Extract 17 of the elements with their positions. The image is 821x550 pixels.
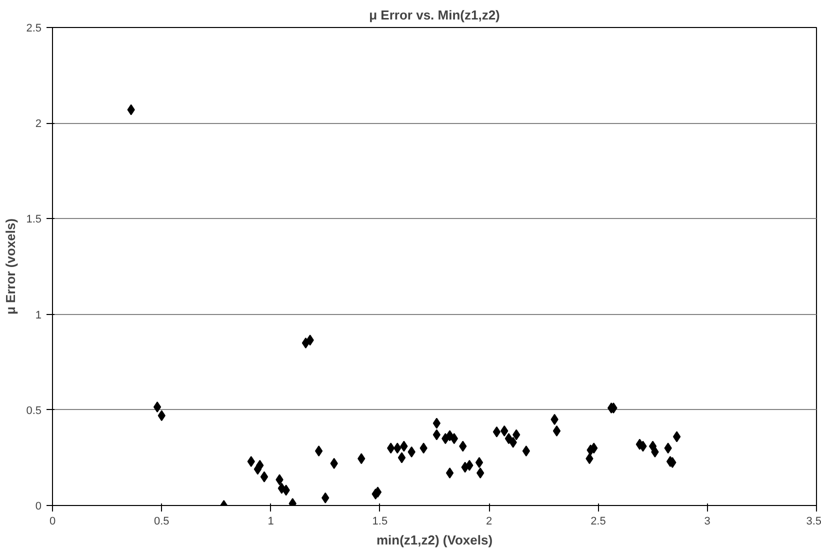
chart-title: μ Error vs. Min(z1,z2) [369,8,500,22]
x-tick-label: 2.5 [590,516,606,528]
y-axis-title: μ Error (voxels) [3,218,18,315]
y-tick-label: 1 [35,309,42,322]
y-tick-label: 2 [35,118,42,130]
y-tick-label: 1.5 [26,214,42,226]
y-tick-label: 0 [35,500,42,512]
x-tick-label: 0 [49,516,56,528]
x-tick-label: 1 [268,516,274,528]
y-tick-label: 0.5 [26,404,42,417]
x-tick-label: 1.5 [372,516,388,528]
x-tick-label: 0.5 [154,516,170,528]
x-axis-title: min(z1,z2) (Voxels) [376,532,493,548]
x-tick-label: 3 [704,516,710,528]
x-tick-label: 3.5 [806,516,821,528]
y-tick-label: 2.5 [26,22,42,34]
x-tick-label: 2 [486,516,492,528]
